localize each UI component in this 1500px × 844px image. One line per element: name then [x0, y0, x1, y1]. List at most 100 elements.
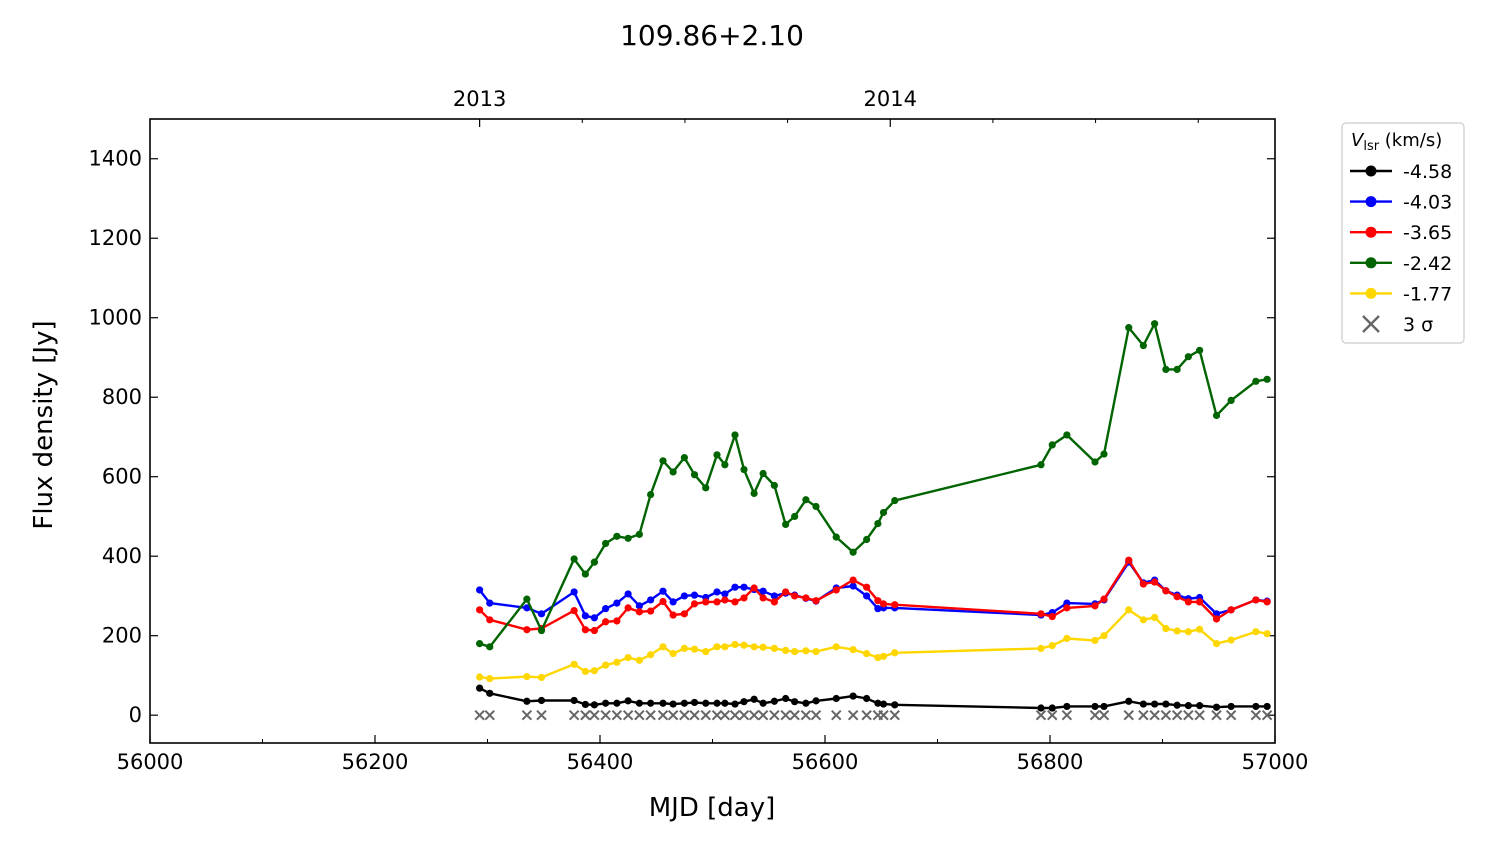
data-point — [849, 548, 857, 556]
data-point — [1263, 630, 1271, 638]
data-point — [669, 598, 677, 606]
data-point — [659, 597, 667, 606]
sigma-marker — [611, 709, 623, 721]
data-point — [659, 587, 667, 595]
legend: Vlsr (km/s) -4.58 -4.03 -3.65 -2.42 -1.77 3 σ — [1341, 122, 1465, 344]
data-point — [812, 597, 820, 605]
data-point — [1252, 628, 1260, 636]
data-point — [1151, 700, 1159, 708]
legend-label: 3 σ — [1403, 314, 1433, 336]
data-point — [624, 653, 632, 662]
data-point — [1212, 615, 1221, 623]
data-point — [791, 698, 799, 706]
sigma-marker — [1171, 709, 1183, 721]
data-point — [680, 592, 688, 600]
sigma-marker — [769, 709, 780, 721]
sigma-marker — [521, 709, 533, 721]
data-point — [770, 697, 778, 705]
sigma-marker — [1098, 709, 1110, 721]
sigma-marker — [748, 709, 760, 721]
data-point — [874, 520, 882, 528]
data-point — [879, 600, 888, 608]
data-point — [1100, 595, 1108, 603]
data-point — [1037, 644, 1045, 653]
legend-entry: -2.42 — [1350, 253, 1452, 275]
legend-box — [1341, 122, 1465, 344]
legend-entries: -4.58 -4.03 -3.65 -2.42 -1.77 3 σ — [1350, 161, 1452, 336]
data-point — [635, 602, 643, 610]
sigma-marker — [700, 709, 711, 721]
data-point — [849, 692, 857, 700]
data-point — [713, 643, 721, 651]
x-tick-label: 56000 — [117, 750, 184, 774]
data-point — [602, 699, 610, 707]
sigma-marker — [878, 709, 889, 721]
data-point — [721, 596, 729, 604]
data-point — [1252, 377, 1260, 385]
data-point — [702, 647, 710, 656]
data-point — [476, 684, 484, 692]
data-point — [613, 658, 621, 666]
data-point — [740, 641, 748, 649]
sigma-marker — [789, 709, 800, 721]
data-point — [849, 645, 857, 654]
data-point — [1162, 587, 1170, 595]
data-point — [581, 626, 589, 634]
data-point — [1100, 450, 1108, 458]
sigma-marker — [810, 709, 822, 721]
data-point — [1196, 625, 1204, 633]
legend-label: -4.03 — [1403, 192, 1452, 214]
data-point — [570, 588, 578, 596]
data-point — [863, 583, 871, 591]
data-point — [476, 606, 484, 614]
data-point — [581, 570, 589, 578]
data-point — [879, 652, 888, 660]
y-tick-label: 1400 — [89, 147, 142, 171]
legend-entry: -3.65 — [1350, 222, 1452, 244]
data-point — [770, 644, 778, 653]
data-point — [713, 699, 721, 707]
data-point — [570, 660, 578, 668]
data-point — [523, 673, 531, 681]
sigma-marker — [889, 709, 900, 721]
data-point — [1227, 606, 1235, 614]
x-tick-label: 56800 — [1017, 750, 1084, 774]
data-point — [635, 656, 643, 664]
y-tick-label: 1200 — [89, 226, 142, 250]
data-point — [1196, 702, 1204, 710]
data-point — [731, 583, 739, 591]
legend-label: -3.65 — [1403, 222, 1452, 244]
data-point — [1252, 702, 1260, 711]
sigma-marker — [657, 709, 669, 721]
data-point — [750, 643, 758, 651]
data-point — [863, 649, 871, 658]
data-point — [590, 558, 598, 566]
data-point — [647, 596, 655, 604]
data-point — [1184, 702, 1192, 710]
sigma-marker — [1061, 709, 1073, 721]
sigma-marker — [729, 709, 741, 721]
sigma-marker — [634, 709, 645, 721]
data-point — [874, 597, 882, 605]
data-point — [1173, 627, 1181, 635]
sigma-marker — [1261, 709, 1273, 721]
sigma-marker — [589, 709, 600, 721]
sigma-marker — [484, 709, 495, 721]
sigma-marker — [1047, 709, 1058, 721]
series-line — [479, 322, 1268, 648]
x-axis-label: MJD [day] — [649, 793, 776, 823]
data-point — [1037, 704, 1045, 712]
data-point — [647, 490, 655, 499]
data-point — [590, 667, 598, 675]
data-point — [669, 611, 677, 619]
data-point — [759, 594, 767, 602]
data-point — [590, 614, 598, 622]
data-point — [647, 651, 655, 659]
data-point — [891, 496, 899, 505]
plot-frame — [149, 118, 1276, 744]
data-point — [782, 520, 790, 529]
legend-marker — [1365, 226, 1377, 238]
series-line — [479, 608, 1268, 680]
data-point — [570, 555, 578, 563]
data-point — [1063, 634, 1071, 643]
